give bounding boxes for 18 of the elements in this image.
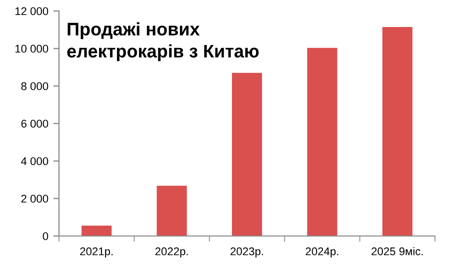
x-tick-label: 2023р. (230, 247, 263, 258)
bar (156, 186, 187, 236)
y-tick-label: 2 000 (21, 194, 48, 203)
y-tick-label: 4 000 (21, 157, 48, 166)
x-tick-label: 2021р. (80, 247, 113, 258)
y-tick-label: 12 000 (15, 7, 48, 16)
bar (82, 226, 112, 236)
y-tick-label: 10 000 (15, 44, 48, 53)
x-tick-label: 2025 9міс. (372, 247, 423, 256)
text: Продажі нових електрокарів з Китаю (67, 22, 259, 62)
x-tick-label: 2024р. (306, 247, 338, 258)
bar (232, 72, 262, 236)
x-tick-label: 2022р. (155, 247, 188, 258)
y-tick-label: 6 000 (21, 120, 48, 128)
y-tick-label: 0 (42, 232, 48, 240)
bar (307, 48, 338, 236)
bar (382, 26, 412, 236)
y-tick-label: 8 000 (21, 82, 48, 90)
